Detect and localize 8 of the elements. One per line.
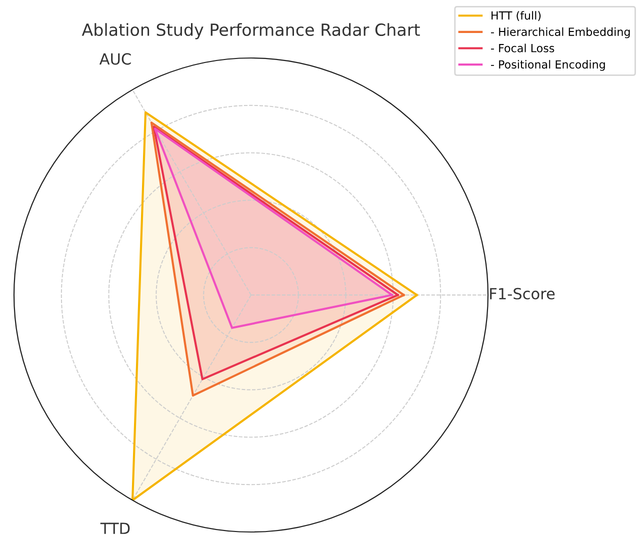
spoke-label: AUC — [99, 53, 131, 65]
text: Ablation Study Performance Radar Chart — [82, 23, 420, 40]
spoke-label: F1-Score — [490, 288, 555, 300]
legend-label: - Hierarchical Embedding — [491, 27, 630, 38]
spoke-label: TTD — [100, 522, 130, 534]
legend-label: - Focal Loss — [491, 44, 554, 52]
legend-label: - Positional Encoding — [491, 60, 605, 71]
legend-label: HTT (full) — [492, 11, 541, 21]
